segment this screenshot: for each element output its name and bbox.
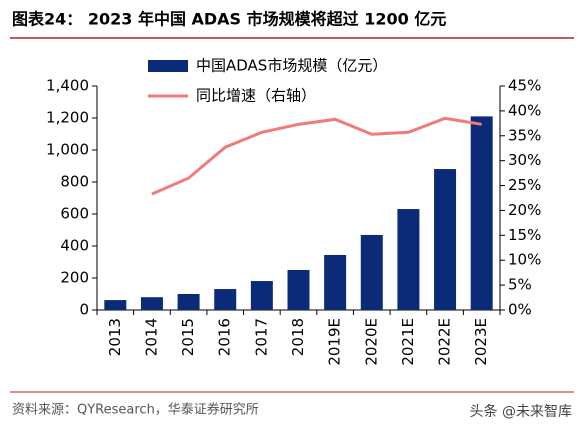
legend-swatch xyxy=(148,60,188,72)
y-tick-label: 800 xyxy=(60,173,89,191)
bar xyxy=(177,294,200,310)
x-tick-label: 2019E xyxy=(326,318,344,366)
bar xyxy=(140,297,163,310)
x-tick-label: 2018 xyxy=(289,318,307,356)
y-tick-label: 0 xyxy=(79,301,89,319)
bar xyxy=(434,169,457,310)
bar xyxy=(104,300,127,310)
x-tick-label: 2013 xyxy=(106,318,124,356)
y-tick-label: 400 xyxy=(60,237,89,255)
y2-tick-label: 30% xyxy=(508,151,541,169)
x-tick-label: 2017 xyxy=(252,318,270,356)
y2-tick-label: 20% xyxy=(508,201,541,219)
chart-title: 图表24： 2023 年中国 ADAS 市场规模将超过 1200 亿元 xyxy=(12,10,446,29)
x-tick-label: 2015 xyxy=(179,318,197,356)
legend-label: 同比增速（右轴） xyxy=(196,87,316,105)
y-tick-label: 1,400 xyxy=(46,77,89,95)
bar xyxy=(470,116,493,311)
bar xyxy=(214,289,237,310)
y2-tick-label: 10% xyxy=(508,251,541,269)
bar xyxy=(360,234,383,310)
y2-tick-label: 35% xyxy=(508,126,541,144)
source: 资料来源：QYResearch，华泰证券研究所 xyxy=(12,402,259,418)
y2-tick-label: 40% xyxy=(508,101,541,119)
y-tick-label: 1,000 xyxy=(46,141,89,159)
y2-tick-label: 45% xyxy=(508,77,541,95)
x-tick-label: 2016 xyxy=(216,318,234,356)
x-tick-label: 2022E xyxy=(436,318,454,366)
line xyxy=(151,116,482,196)
bar xyxy=(324,254,347,310)
x-tick-label: 2023E xyxy=(472,318,490,366)
bar xyxy=(250,281,273,310)
bar xyxy=(397,209,420,310)
x-tick-label: 2014 xyxy=(142,318,160,356)
x-tick-label: 2021E xyxy=(399,318,417,366)
y2-tick-label: 15% xyxy=(508,226,541,244)
legend-label: 中国ADAS市场规模（亿元） xyxy=(196,57,387,75)
watermark: 头条 @未来智库 xyxy=(470,403,572,420)
y-tick-label: 200 xyxy=(60,269,89,287)
y2-tick-label: 5% xyxy=(508,276,532,294)
y2-tick-label: 25% xyxy=(508,176,541,194)
bar xyxy=(287,270,310,310)
y2-tick-label: 0% xyxy=(508,301,532,319)
x-tick-label: 2020E xyxy=(362,318,380,366)
y-tick-label: 600 xyxy=(60,205,89,223)
y-tick-label: 1,200 xyxy=(46,109,89,127)
